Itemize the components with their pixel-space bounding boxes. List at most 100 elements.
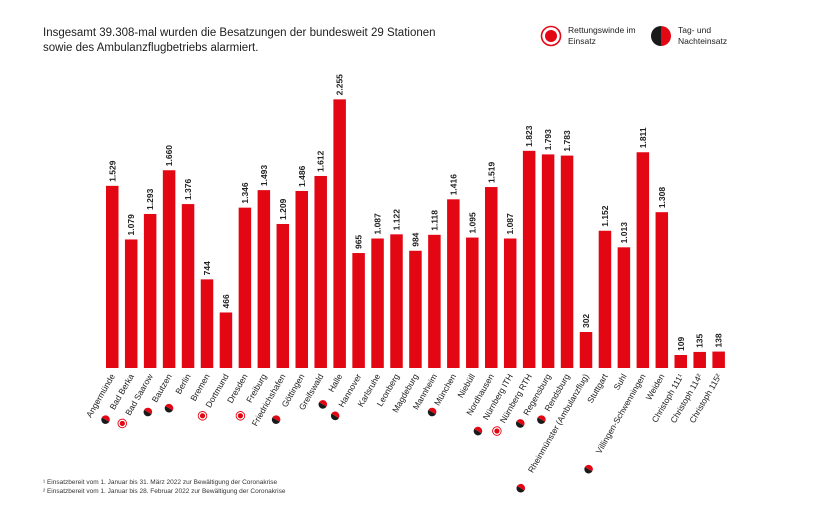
- bar-friedrichshafen: [276, 223, 290, 368]
- day-night-icon-rheinmünster-ambulanzflug: [516, 483, 526, 493]
- rescue-winch-icon-dortmund: [197, 411, 208, 421]
- footnote-1: ¹ Einsatzbereit vom 1. Januar bis 31. Mä…: [43, 479, 278, 486]
- bar-dresden: [238, 207, 252, 368]
- day-night-icon: [651, 26, 671, 46]
- bar-christoph-114: [693, 351, 706, 368]
- day-night-icon-bautzen: [143, 407, 153, 417]
- value-label-bad-saarow: 1.293: [145, 188, 155, 210]
- bar-angermünde: [106, 185, 119, 368]
- value-label-halle: 2.255: [335, 74, 345, 96]
- bar-bad-berka: [124, 239, 138, 368]
- bar-group-angermünde: 1.529 Angermünde: [84, 160, 119, 419]
- value-label-mannheim: 1.118: [429, 210, 439, 231]
- value-label-bad-berka: 1.079: [126, 214, 136, 236]
- value-label-friedrichshafen: 1.209: [278, 198, 288, 220]
- value-label-villingen-schwenningen: 1.811: [638, 127, 648, 148]
- value-label-dortmund: 466: [221, 294, 231, 308]
- day-night-icon-regensburg: [515, 419, 525, 428]
- bar-bremen: [200, 279, 214, 368]
- bar-greifswald: [314, 175, 327, 368]
- value-label-niebüll: 1.095: [467, 212, 477, 234]
- value-label-magdeburg: 984: [410, 232, 420, 246]
- value-label-christoph-114: 135: [695, 333, 705, 347]
- bar-stuttgart: [598, 230, 612, 368]
- bar-group-halle: 2.255 Halle: [318, 74, 346, 409]
- value-label-bremen: 744: [202, 261, 212, 275]
- value-label-münchen: 1.416: [448, 174, 458, 196]
- day-night-icon-berlin: [164, 403, 174, 413]
- bar-magdeburg: [409, 250, 422, 368]
- bar-niebüll: [466, 237, 479, 368]
- bar-rheinmünster-ambulanzflug: [579, 332, 593, 368]
- legend-day-night: Tag- und Nachteinsatz: [650, 25, 760, 47]
- rescue-winch-icon: [540, 25, 562, 47]
- bar-freiburg: [257, 190, 271, 368]
- footnotes: ¹ Einsatzbereit vom 1. Januar bis 31. Mä…: [43, 478, 285, 496]
- legend-day-night-label: Tag- und Nachteinsatz: [678, 25, 728, 46]
- bar-rendsburg: [560, 155, 574, 368]
- chart-title-line-2: sowie des Ambulanzflugbetriebs alarmiert…: [43, 42, 259, 54]
- bar-regensburg: [541, 154, 555, 368]
- value-label-nürnberg-rth: 1.823: [524, 125, 534, 147]
- bar-münchen: [447, 199, 460, 368]
- bar-mannheim: [428, 234, 441, 368]
- bar-hannover: [352, 253, 365, 368]
- value-label-leonberg: 1.122: [392, 209, 402, 231]
- bar-christoph-115: [712, 351, 725, 368]
- day-night-icon-rendsburg: [537, 415, 546, 424]
- bar-dortmund: [219, 312, 233, 368]
- rescue-winch-icon-bad-saarow: [117, 418, 128, 429]
- value-label-suhl: 1.013: [619, 222, 629, 244]
- value-label-rheinmünster-ambulanzflug: 302: [581, 314, 591, 328]
- bar-karlsruhe: [371, 238, 384, 368]
- bar-bautzen: [162, 170, 176, 368]
- category-label-angermünde: Angermünde: [84, 372, 117, 419]
- bar-group-suhl: 1.013 Suhl: [611, 222, 631, 392]
- bar-villingen-schwenningen: [636, 152, 650, 368]
- bar-weiden: [655, 212, 669, 368]
- footnote-2: ² Einsatzbereit vom 1. Januar bis 28. Fe…: [43, 488, 286, 495]
- day-night-icon-hannover: [330, 411, 340, 421]
- day-night-icon-villingen-schwenningen: [584, 464, 593, 474]
- value-label-dresden: 1.346: [240, 182, 250, 204]
- value-label-greifswald: 1.612: [316, 150, 326, 172]
- bar-nordhausen: [485, 187, 498, 368]
- value-label-christoph-115: 138: [714, 333, 724, 347]
- day-night-icon-bad-berka: [101, 415, 110, 424]
- value-label-freiburg: 1.493: [259, 165, 269, 187]
- day-night-icon-göttingen: [271, 415, 281, 424]
- value-label-bautzen: 1.660: [164, 145, 174, 167]
- category-label-halle: Halle: [326, 372, 344, 394]
- value-label-rendsburg: 1.783: [562, 130, 572, 152]
- value-label-nürnberg-ith: 1.087: [505, 213, 515, 235]
- value-label-angermünde: 1.529: [107, 160, 117, 182]
- value-label-hannover: 965: [354, 235, 364, 249]
- chart-title-line-1: Insgesamt 39.308-mal wurden die Besatzun…: [43, 27, 436, 39]
- day-night-icon-halle: [318, 400, 328, 409]
- value-label-christoph-111: 109: [676, 337, 686, 351]
- bar-göttingen: [295, 190, 308, 368]
- bar-berlin: [181, 204, 195, 368]
- rescue-winch-icon-nürnberg-rth: [492, 426, 502, 436]
- bar-nürnberg-ith: [503, 238, 517, 368]
- category-label-suhl: Suhl: [611, 372, 628, 392]
- category-label-berlin: Berlin: [173, 372, 193, 396]
- bar-bad-saarow: [143, 213, 157, 368]
- day-night-icon-münchen: [427, 407, 437, 417]
- bar-halle: [333, 99, 346, 368]
- legend-rescue-winch-label: Rettungswinde im Einsatz: [568, 25, 636, 46]
- value-label-regensburg: 1.793: [543, 129, 553, 151]
- value-label-stuttgart: 1.152: [600, 205, 610, 227]
- chart-title: Insgesamt 39.308-mal wurden die Besatzun…: [43, 26, 483, 56]
- legend-rescue-winch: Rettungswinde im Einsatz: [540, 25, 650, 47]
- value-label-berlin: 1.376: [183, 179, 193, 201]
- value-label-göttingen: 1.486: [297, 165, 307, 187]
- bar-christoph-111: [674, 355, 687, 368]
- value-label-karlsruhe: 1.087: [373, 213, 383, 235]
